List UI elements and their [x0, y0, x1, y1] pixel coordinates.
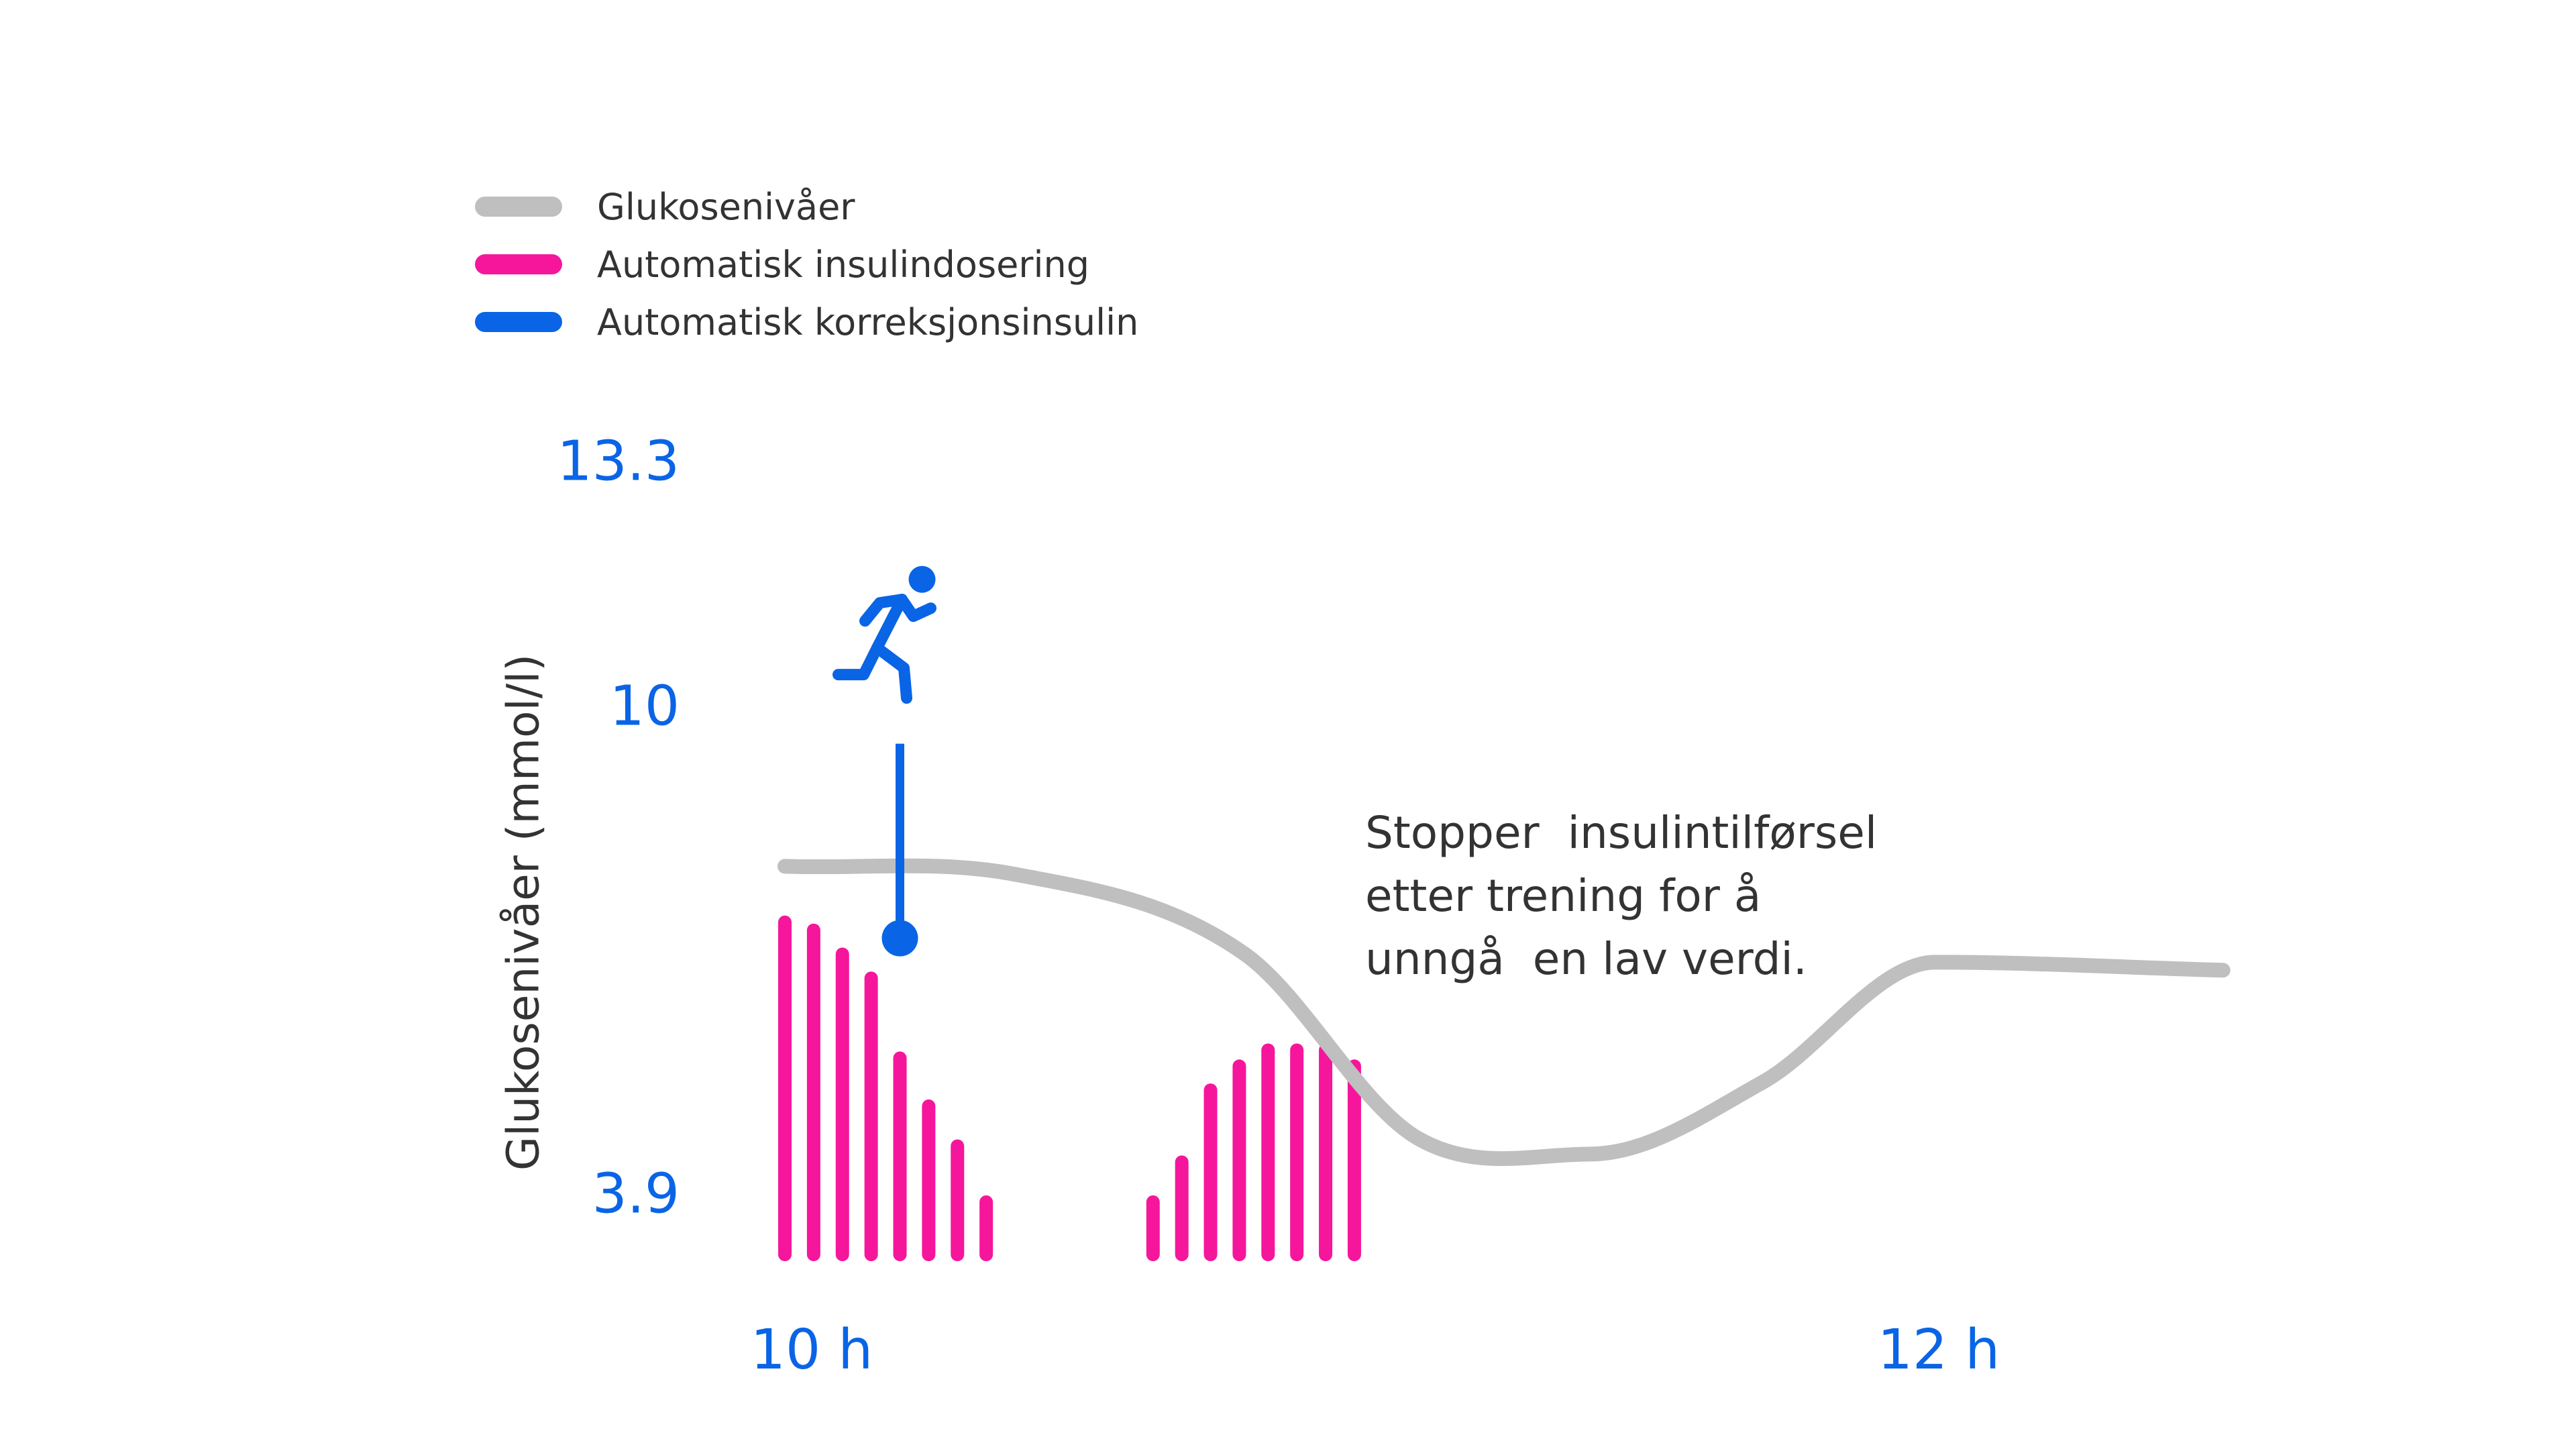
legend-swatch-auto-dosing: [475, 254, 562, 274]
legend-item-glucose: Glukosenivåer: [475, 178, 1138, 235]
correction-dot: [881, 920, 918, 957]
legend-swatch-glucose: [475, 197, 562, 217]
glucose-line: [777, 858, 2231, 1167]
chart-annotation: Stopper insulintilførsel etter trening f…: [1365, 807, 1878, 985]
legend-item-auto-dosing: Automatisk insulindosering: [475, 235, 1138, 293]
y-tick-label-mid: 10: [609, 674, 680, 739]
y-tick-label-high: 13.3: [557, 429, 680, 494]
running-person-icon: [833, 566, 936, 704]
legend-label-glucose: Glukosenivåer: [597, 185, 855, 228]
legend-label-correction: Automatisk korreksjonsinsulin: [597, 301, 1139, 343]
legend-swatch-correction: [475, 312, 562, 332]
x-tick-label-end: 12 h: [1877, 1318, 2000, 1382]
legend-label-auto-dosing: Automatisk insulindosering: [597, 243, 1090, 286]
y-axis-label: Glukosenivåer (mmol/l): [497, 653, 549, 1171]
x-tick-label-start: 10 h: [750, 1318, 873, 1382]
y-tick-label-low: 3.9: [592, 1162, 680, 1226]
legend-item-correction: Automatisk korreksjonsinsulin: [475, 293, 1138, 351]
chart-legend: Glukosenivåer Automatisk insulindosering…: [475, 178, 1138, 351]
